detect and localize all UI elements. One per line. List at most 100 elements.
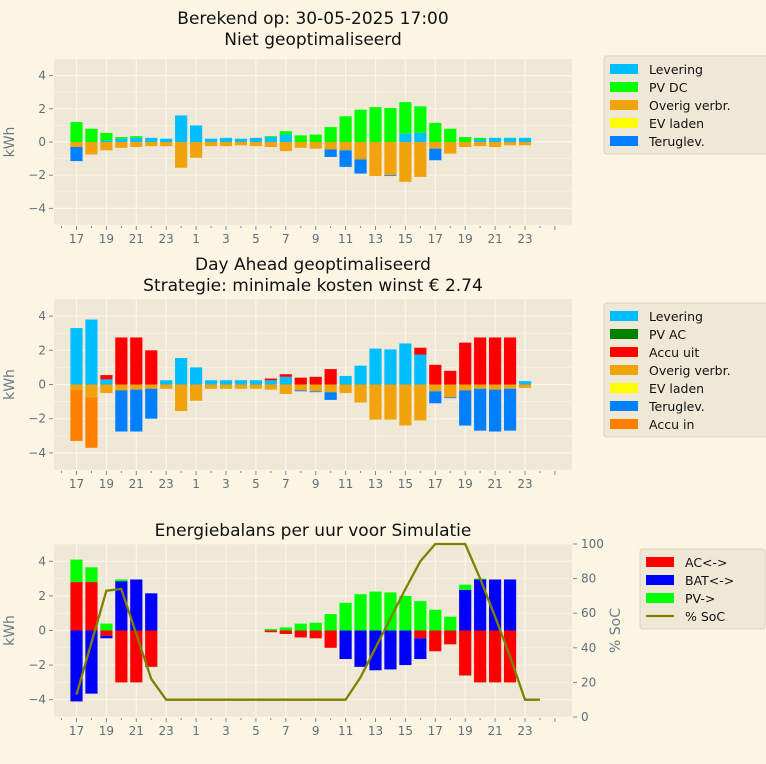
bar-overig-verbr- <box>489 384 502 390</box>
y2-tick-label: 100 <box>581 537 604 551</box>
bar-pv-dc <box>70 122 83 142</box>
x-tick-label: 21 <box>487 477 502 491</box>
legend-label: EV laden <box>649 116 704 131</box>
legend-label: PV AC <box>649 327 686 342</box>
x-tick-label: 5 <box>252 232 260 246</box>
bar-overig-verbr- <box>414 142 427 177</box>
x-tick-label: 7 <box>282 477 290 491</box>
bar-pv-dc <box>115 137 128 139</box>
bar-teruglev- <box>429 148 442 161</box>
y-tick-label: 2 <box>38 589 46 603</box>
bar-levering <box>399 133 412 142</box>
x-tick-label: 17 <box>69 232 84 246</box>
bar-accu-uit <box>264 378 277 381</box>
y2-tick-label: 20 <box>581 675 596 689</box>
bar-levering <box>160 380 173 385</box>
x-tick-label: 9 <box>312 724 320 738</box>
x-tick-label: 19 <box>99 724 114 738</box>
bar-pv-dc <box>339 116 352 142</box>
bar-levering <box>414 132 427 142</box>
bar-overig-verbr- <box>429 142 442 149</box>
bar-pv <box>264 629 277 631</box>
x-tick-label: 1 <box>192 232 200 246</box>
bar-overig-verbr- <box>175 142 188 168</box>
bar-overig-verbr- <box>190 384 203 401</box>
bar-ac <box>309 630 322 639</box>
bar-overig-verbr- <box>100 384 113 394</box>
bar-ac <box>489 630 502 683</box>
bar-overig-verbr- <box>145 142 158 147</box>
bar-pv-dc <box>324 127 337 142</box>
bar-overig-verbr- <box>503 384 517 389</box>
bar-levering <box>354 365 367 385</box>
legend-label: BAT<-> <box>685 573 734 588</box>
legend-swatch <box>610 365 638 375</box>
bar-levering <box>339 375 352 385</box>
bar-levering <box>204 380 218 385</box>
x-tick-label: 19 <box>99 477 114 491</box>
bar-bat <box>354 630 367 667</box>
bar-ac <box>459 630 472 676</box>
bar-pv <box>324 614 337 631</box>
bar-ac <box>145 630 158 667</box>
bar-overig-verbr- <box>204 142 218 147</box>
bar-accu-uit <box>100 375 113 380</box>
x-tick-label: 17 <box>428 232 443 246</box>
bar-ac <box>294 630 307 638</box>
bar-pv-dc <box>444 128 457 142</box>
x-tick-label: 17 <box>428 477 443 491</box>
bar-teruglev- <box>70 146 83 162</box>
bar-ac <box>130 630 143 683</box>
bar-bat <box>100 635 113 639</box>
legend-label: PV-> <box>685 591 715 606</box>
bar-levering <box>219 380 233 385</box>
bar-pv <box>399 595 412 631</box>
x-tick-label: 15 <box>398 477 413 491</box>
bar-pv <box>85 567 98 583</box>
bar-levering <box>264 380 277 385</box>
bar-pv <box>384 592 397 631</box>
bar-accu-uit <box>444 370 457 385</box>
bar-overig-verbr- <box>279 384 292 394</box>
bar-overig-verbr- <box>444 142 457 154</box>
chart-title: Niet geoptimaliseerd <box>224 30 401 50</box>
x-tick-label: 21 <box>487 232 502 246</box>
bar-overig-verbr- <box>384 142 397 176</box>
legend-box <box>603 55 766 155</box>
legend-label: Teruglev. <box>648 399 705 414</box>
x-tick-label: 7 <box>282 724 290 738</box>
bar-accu-in <box>70 389 83 441</box>
bar-overig-verbr- <box>160 384 173 389</box>
bar-ac <box>279 630 292 634</box>
bar-overig-verbr- <box>459 384 472 391</box>
bar-pv-dc <box>399 102 412 134</box>
bar-bat <box>414 638 427 660</box>
bar-overig-verbr- <box>474 142 487 147</box>
legend-swatch <box>610 100 638 110</box>
bar-teruglev- <box>459 390 472 426</box>
x-tick-label: 5 <box>252 724 260 738</box>
x-tick-label: 11 <box>338 232 353 246</box>
y-tick-label: −4 <box>28 693 46 707</box>
bar-pv-dc <box>130 136 143 138</box>
x-tick-label: 3 <box>222 477 230 491</box>
bar-levering <box>145 137 158 142</box>
y2-tick-label: 0 <box>581 710 589 724</box>
x-tick-label: 7 <box>282 232 290 246</box>
bar-overig-verbr- <box>369 384 382 420</box>
bar-accu-uit <box>130 337 143 385</box>
bar-teruglev- <box>354 159 367 174</box>
y-tick-label: 0 <box>38 378 46 392</box>
bar-levering <box>70 328 83 385</box>
legend-box <box>639 548 766 630</box>
bar-overig-verbr- <box>384 384 397 420</box>
x-tick-label: 9 <box>312 232 320 246</box>
chart-title: Day Ahead geoptimaliseerd <box>195 255 431 275</box>
legend-label: % SoC <box>685 609 725 624</box>
bar-accu-uit <box>115 337 128 385</box>
bar-overig-verbr- <box>234 384 248 389</box>
x-tick-label: 21 <box>129 724 144 738</box>
bar-ac <box>85 582 98 631</box>
